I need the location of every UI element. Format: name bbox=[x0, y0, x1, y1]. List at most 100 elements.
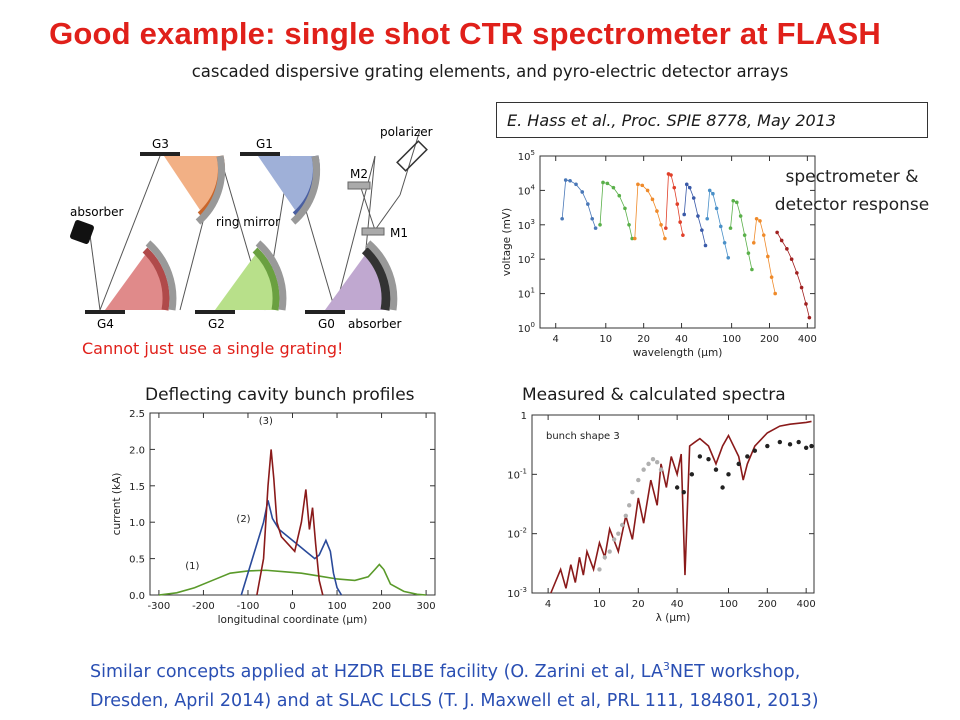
y-tick-label: 104 bbox=[518, 183, 536, 197]
citation-box: E. Hass et al., Proc. SPIE 8778, May 201… bbox=[496, 102, 928, 138]
data-point bbox=[602, 555, 608, 560]
series-line bbox=[599, 181, 633, 239]
series-line bbox=[158, 563, 427, 596]
data-point bbox=[597, 567, 602, 572]
x-tick-label: 40 bbox=[675, 334, 688, 345]
label-g3: G3 bbox=[152, 137, 169, 151]
data-point bbox=[697, 454, 703, 459]
label-m1: M1 bbox=[390, 226, 408, 240]
series-5 bbox=[705, 188, 731, 260]
x-tick-label: 100 bbox=[719, 599, 738, 610]
mirror-m1 bbox=[361, 227, 385, 236]
data-point bbox=[607, 549, 612, 554]
label-m2: M2 bbox=[350, 167, 368, 181]
x-tick-label: 400 bbox=[798, 334, 817, 345]
y-tick-label: 1.5 bbox=[129, 482, 145, 493]
series-0 bbox=[158, 563, 427, 596]
data-point bbox=[773, 291, 777, 296]
x-tick-label: 0 bbox=[289, 601, 295, 612]
label-bunch-profiles: Deflecting cavity bunch profiles bbox=[145, 385, 415, 405]
dispersed-fan-g0 bbox=[325, 255, 386, 310]
y-tick-label: 0.5 bbox=[129, 555, 145, 566]
data-point bbox=[626, 503, 632, 508]
x-axis-label: longitudinal coordinate (µm) bbox=[218, 614, 368, 626]
data-point bbox=[736, 461, 741, 467]
spectrometer-label: spectrometer & detector response bbox=[752, 163, 952, 219]
data-point bbox=[636, 477, 641, 483]
y-tick-label: 10-1 bbox=[507, 467, 527, 481]
data-point bbox=[646, 461, 651, 467]
data-point bbox=[777, 439, 783, 445]
x-tick-label: 200 bbox=[760, 334, 779, 345]
x-tick-label: 200 bbox=[372, 601, 391, 612]
x-tick-label: -100 bbox=[237, 601, 260, 612]
series-line bbox=[776, 232, 810, 318]
spectrometer-label-line1: spectrometer & bbox=[785, 167, 919, 187]
data-point bbox=[752, 448, 758, 453]
data-point bbox=[745, 454, 750, 459]
legend-text: bunch shape 3 bbox=[546, 431, 620, 442]
data-point bbox=[641, 467, 646, 472]
footer-line-1-a: Similar concepts applied at HZDR ELBE fa… bbox=[90, 661, 663, 682]
x-tick-label: 200 bbox=[758, 599, 777, 610]
measured-series-1 bbox=[674, 439, 814, 495]
series-8 bbox=[775, 230, 812, 320]
series-4 bbox=[682, 182, 708, 248]
x-tick-label: 40 bbox=[671, 599, 684, 610]
x-axis-label: wavelength (µm) bbox=[633, 347, 723, 359]
series-2 bbox=[256, 449, 324, 596]
absorber-block bbox=[70, 220, 94, 244]
y-tick-label: 10-3 bbox=[507, 586, 527, 600]
detector-response-chart: 4 10 20 40 100 200 400 100 101 102 103 104 105 wavele… bbox=[501, 149, 817, 359]
footer-note: Similar concepts applied at HZDR ELBE fa… bbox=[90, 652, 950, 716]
warning-note: Cannot just use a single grating! bbox=[82, 339, 344, 358]
data-point bbox=[809, 443, 814, 449]
data-point bbox=[713, 467, 719, 472]
data-point bbox=[593, 226, 598, 230]
data-point bbox=[682, 212, 687, 217]
curve-annotation: (2) bbox=[236, 514, 250, 525]
x-tick-label: 10 bbox=[599, 334, 612, 345]
grating-g2 bbox=[195, 310, 235, 314]
plot-frame bbox=[539, 155, 816, 329]
y-tick-label: 103 bbox=[518, 218, 535, 232]
x-tick-label: 400 bbox=[797, 599, 816, 610]
y-axis-label: voltage (mV) bbox=[501, 208, 513, 276]
x-tick-label: 20 bbox=[637, 334, 650, 345]
series-1 bbox=[598, 180, 634, 241]
x-tick-label: 20 bbox=[632, 599, 645, 610]
data-point bbox=[616, 531, 621, 536]
series-6 bbox=[728, 198, 754, 272]
data-point bbox=[681, 489, 686, 495]
series-line bbox=[683, 183, 706, 246]
data-point bbox=[654, 460, 660, 465]
label-spectra: Measured & calculated spectra bbox=[522, 385, 786, 405]
series-0 bbox=[550, 420, 812, 594]
y-tick-label: 101 bbox=[518, 287, 535, 301]
spectrometer-diagram: G3 G1 G4 G2 G0 absorber absorber ring mi… bbox=[70, 125, 433, 331]
label-g0: G0 bbox=[318, 317, 335, 331]
curve-annotation: (3) bbox=[259, 416, 273, 427]
label-polarizer: polarizer bbox=[380, 125, 433, 139]
label-absorber-left: absorber bbox=[70, 205, 123, 219]
series-line bbox=[665, 173, 684, 236]
data-point bbox=[623, 513, 629, 519]
series-3 bbox=[664, 172, 685, 237]
series-line bbox=[706, 189, 729, 258]
gratings bbox=[85, 152, 345, 314]
x-tick-label: 100 bbox=[722, 334, 741, 345]
measured-series-0 bbox=[597, 456, 664, 572]
label-g2: G2 bbox=[208, 317, 225, 331]
data-point bbox=[611, 537, 617, 542]
footer-line-2: Dresden, April 2014) and at SLAC LCLS (T… bbox=[90, 690, 819, 711]
series-line bbox=[256, 449, 324, 596]
x-tick-label: 4 bbox=[553, 334, 559, 345]
footer-line-1-b: NET workshop, bbox=[669, 661, 801, 682]
label-ring-mirror: ring mirror bbox=[216, 215, 280, 229]
series-line bbox=[550, 420, 812, 594]
series-line bbox=[634, 183, 666, 239]
plot-frame bbox=[531, 414, 815, 594]
dispersed-fan-g4 bbox=[105, 255, 166, 310]
x-tick-label: 10 bbox=[593, 599, 606, 610]
y-tick-label: 105 bbox=[518, 149, 535, 163]
